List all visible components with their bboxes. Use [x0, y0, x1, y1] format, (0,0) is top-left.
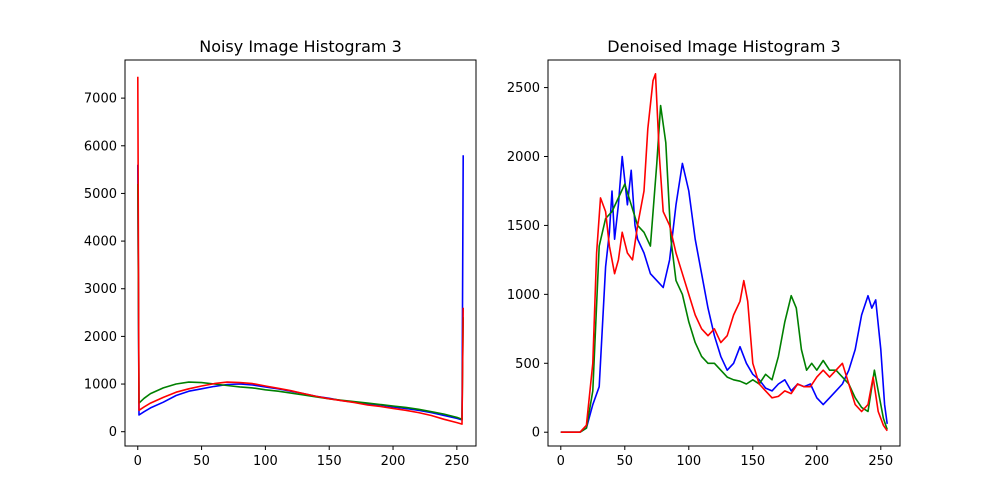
denoised-y-tick-label: 500	[515, 357, 540, 372]
noisy-y-tick-label: 0	[109, 425, 117, 440]
noisy-y-tick-label: 3000	[84, 282, 117, 297]
noisy-x-tick-label: 150	[317, 454, 342, 469]
noisy-series-lines	[137, 76, 465, 425]
noisy-x-tick-label: 50	[193, 454, 210, 469]
denoised-x-tick-label: 200	[804, 454, 829, 469]
denoised-x-axis: 0 50 100 150 200 250	[557, 446, 893, 469]
noisy-series-green-line	[137, 183, 464, 421]
denoised-y-tick-label: 2500	[507, 81, 540, 96]
denoised-series-red-line	[560, 73, 888, 434]
denoised-x-tick-label: 250	[868, 454, 893, 469]
noisy-y-axis: 0 1000 2000 3000 4000 5000 6000 7000	[84, 92, 125, 440]
denoised-chart-title: Denoised Image Histogram 3	[607, 37, 840, 56]
noisy-plot-frame	[124, 59, 477, 447]
denoised-y-tick-label: 2000	[507, 150, 540, 165]
denoised-y-tick-label: 1000	[507, 288, 540, 303]
denoised-series-lines	[560, 73, 888, 434]
denoised-x-tick-label: 0	[557, 454, 565, 469]
noisy-x-tick-label: 250	[444, 454, 469, 469]
noisy-y-tick-label: 4000	[84, 235, 117, 250]
denoised-x-tick-label: 50	[617, 454, 634, 469]
denoised-plot-frame	[547, 59, 901, 447]
noisy-x-tick-label: 0	[134, 454, 142, 469]
denoised-series-green-line	[560, 104, 888, 434]
noisy-histogram-panel: Noisy Image Histogram 3 0 50 100 150 200 250 …	[84, 37, 477, 469]
noisy-y-tick-label: 6000	[84, 139, 117, 154]
denoised-x-tick-label: 150	[740, 454, 765, 469]
noisy-y-tick-label: 7000	[84, 92, 117, 107]
denoised-y-axis: 0 500 1000 1500 2000 2500	[507, 81, 548, 441]
denoised-y-tick-label: 1500	[507, 219, 540, 234]
noisy-y-tick-label: 5000	[84, 187, 117, 202]
denoised-histogram-panel: Denoised Image Histogram 3 0 50 100 150 200 2…	[507, 37, 901, 469]
noisy-series-red-line	[137, 76, 464, 425]
denoised-x-tick-label: 100	[676, 454, 701, 469]
denoised-y-tick-label: 0	[532, 426, 540, 441]
noisy-y-tick-label: 1000	[84, 378, 117, 393]
noisy-x-tick-label: 100	[253, 454, 278, 469]
noisy-y-tick-label: 2000	[84, 330, 117, 345]
noisy-x-tick-label: 200	[381, 454, 406, 469]
noisy-x-axis: 0 50 100 150 200 250	[134, 446, 469, 469]
noisy-chart-title: Noisy Image Histogram 3	[199, 37, 402, 56]
